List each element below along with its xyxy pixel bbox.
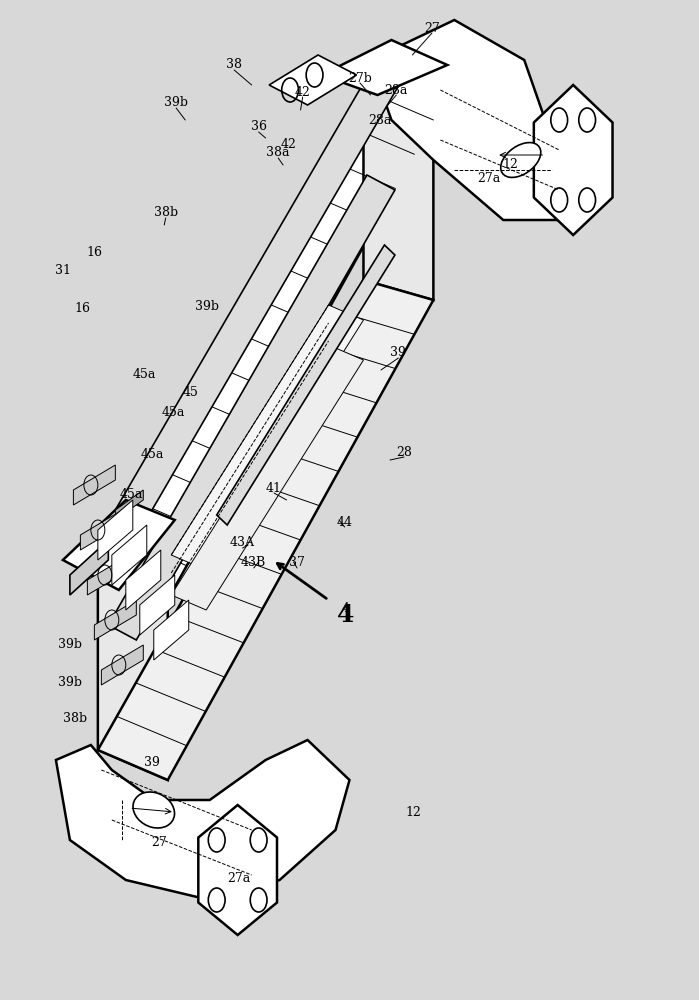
Text: 44: 44 bbox=[337, 516, 352, 528]
Text: 27a: 27a bbox=[477, 172, 501, 184]
Text: 43A: 43A bbox=[230, 536, 255, 550]
Polygon shape bbox=[154, 600, 189, 660]
Ellipse shape bbox=[133, 792, 175, 828]
Polygon shape bbox=[534, 85, 612, 235]
Text: 42: 42 bbox=[281, 138, 296, 151]
Ellipse shape bbox=[500, 143, 541, 177]
Polygon shape bbox=[98, 500, 133, 560]
Polygon shape bbox=[80, 510, 122, 550]
Text: 27: 27 bbox=[424, 21, 440, 34]
Polygon shape bbox=[112, 525, 147, 585]
Polygon shape bbox=[140, 575, 175, 635]
Polygon shape bbox=[115, 490, 143, 520]
Polygon shape bbox=[63, 500, 175, 590]
Polygon shape bbox=[363, 90, 433, 300]
Text: 16: 16 bbox=[75, 302, 90, 314]
Polygon shape bbox=[101, 645, 143, 685]
Text: 4: 4 bbox=[342, 601, 350, 614]
Text: 37: 37 bbox=[289, 556, 305, 570]
Text: 42: 42 bbox=[295, 86, 310, 99]
Text: 27a: 27a bbox=[227, 871, 251, 884]
Polygon shape bbox=[70, 540, 108, 595]
Text: 45a: 45a bbox=[140, 448, 164, 462]
Text: 38: 38 bbox=[226, 58, 242, 72]
Text: 39b: 39b bbox=[58, 676, 82, 690]
Polygon shape bbox=[322, 40, 447, 95]
Polygon shape bbox=[98, 570, 168, 780]
Text: 38b: 38b bbox=[154, 207, 178, 220]
Text: 41: 41 bbox=[266, 482, 282, 494]
Text: 38b: 38b bbox=[63, 712, 87, 724]
Polygon shape bbox=[73, 465, 115, 505]
Text: 12: 12 bbox=[406, 806, 421, 820]
Polygon shape bbox=[217, 245, 395, 525]
Text: 39b: 39b bbox=[164, 97, 188, 109]
Polygon shape bbox=[199, 805, 277, 935]
Text: 12: 12 bbox=[503, 158, 518, 172]
Polygon shape bbox=[171, 345, 363, 610]
Polygon shape bbox=[115, 545, 143, 575]
Text: 38a: 38a bbox=[266, 146, 290, 159]
Polygon shape bbox=[108, 175, 395, 640]
Text: 27: 27 bbox=[152, 836, 167, 850]
Polygon shape bbox=[94, 600, 136, 640]
Text: 39b: 39b bbox=[195, 300, 219, 314]
Text: 39: 39 bbox=[391, 346, 406, 359]
Polygon shape bbox=[126, 550, 161, 610]
Polygon shape bbox=[269, 55, 356, 105]
Text: 45a: 45a bbox=[133, 368, 157, 381]
Polygon shape bbox=[56, 740, 350, 900]
Polygon shape bbox=[87, 555, 129, 595]
Polygon shape bbox=[98, 280, 433, 780]
Text: 28: 28 bbox=[396, 446, 412, 458]
Text: 16: 16 bbox=[87, 245, 102, 258]
Text: 36: 36 bbox=[251, 120, 266, 133]
Text: 45: 45 bbox=[182, 386, 198, 399]
Text: 27b: 27b bbox=[348, 72, 372, 85]
Polygon shape bbox=[370, 20, 594, 220]
Polygon shape bbox=[115, 65, 402, 525]
Polygon shape bbox=[171, 305, 363, 570]
Text: 39: 39 bbox=[145, 756, 160, 770]
Text: 43B: 43B bbox=[241, 556, 266, 570]
Polygon shape bbox=[98, 90, 433, 600]
Text: 28a: 28a bbox=[368, 113, 391, 126]
Text: 31: 31 bbox=[55, 263, 71, 276]
Text: 45a: 45a bbox=[120, 488, 143, 500]
Text: 28a: 28a bbox=[384, 84, 408, 97]
Text: 39b: 39b bbox=[58, 639, 82, 652]
Text: 4: 4 bbox=[338, 603, 354, 627]
Text: 45a: 45a bbox=[161, 406, 185, 420]
